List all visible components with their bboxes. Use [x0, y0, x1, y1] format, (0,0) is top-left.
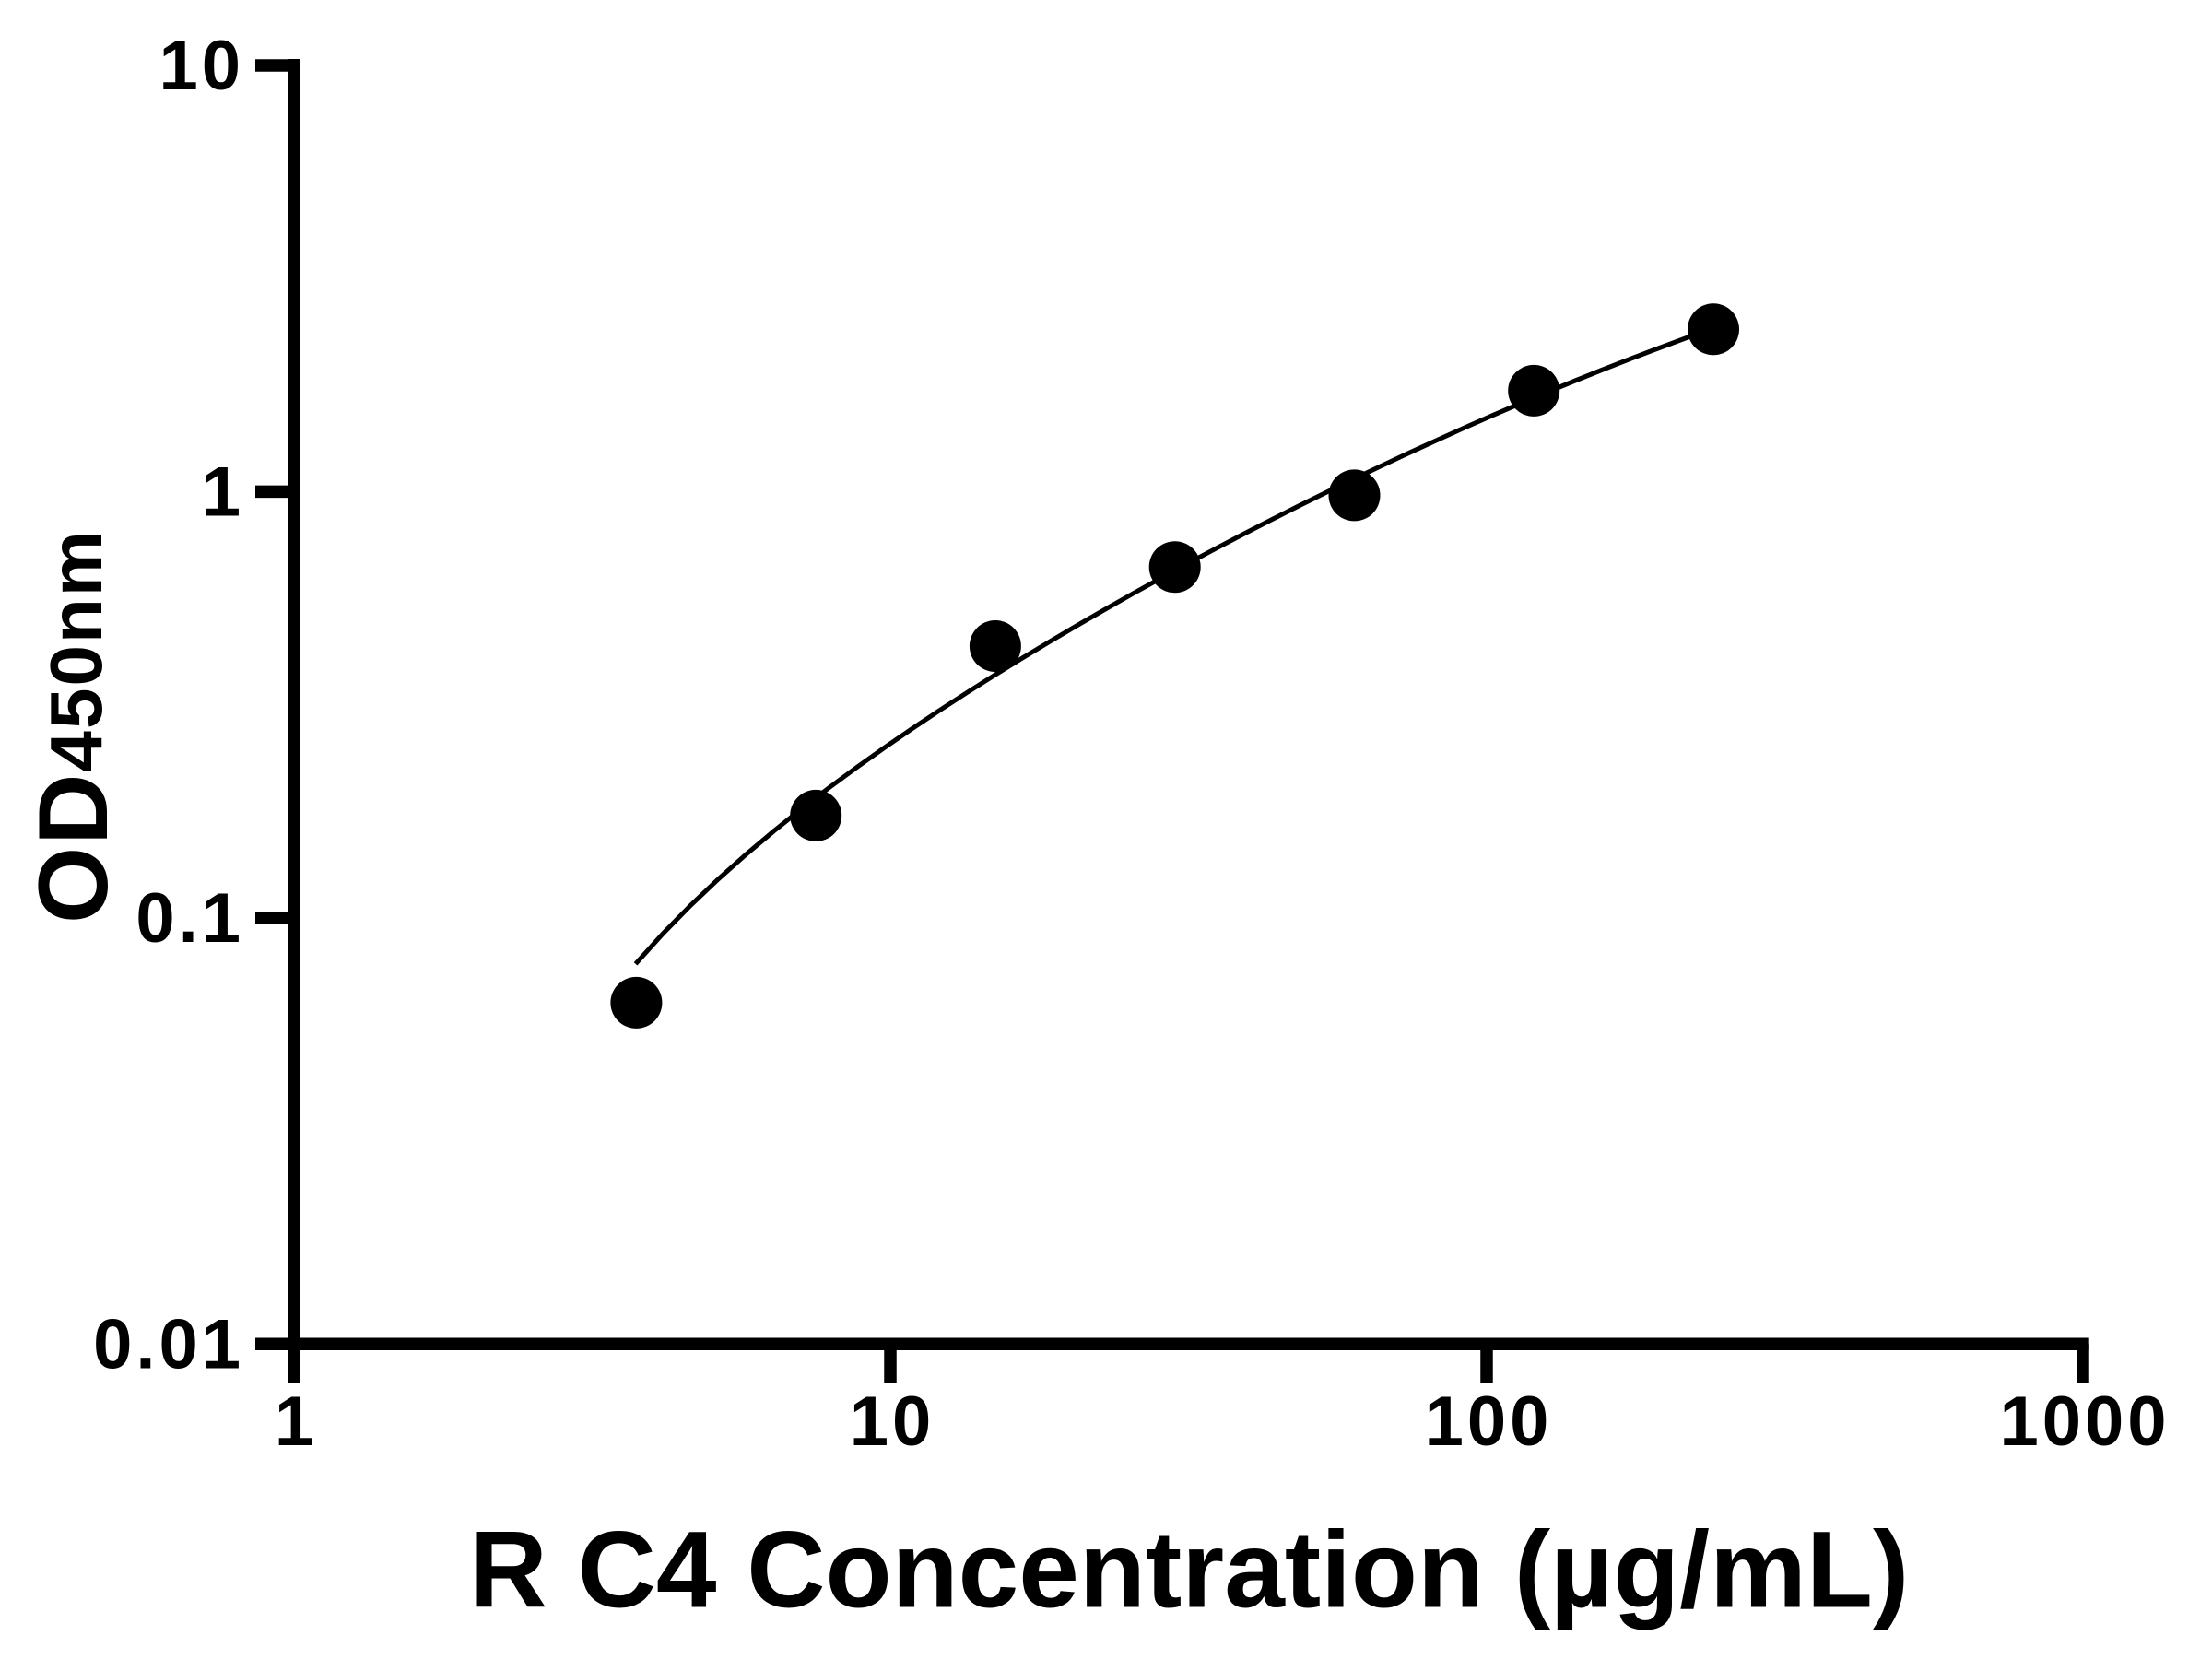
svg-text:1: 1 — [275, 1382, 317, 1461]
svg-text:1000: 1000 — [1999, 1382, 2170, 1461]
svg-text:0.1: 0.1 — [135, 879, 244, 958]
svg-text:0.01: 0.01 — [93, 1305, 244, 1383]
svg-text:10: 10 — [159, 27, 244, 105]
svg-text:OD450nm: OD450nm — [18, 529, 128, 924]
svg-text:100: 100 — [1425, 1382, 1553, 1461]
svg-text:1: 1 — [202, 453, 244, 532]
svg-text:R C4 Concentration (µg/mL): R C4 Concentration (µg/mL) — [469, 1510, 1910, 1631]
svg-text:10: 10 — [850, 1382, 935, 1461]
